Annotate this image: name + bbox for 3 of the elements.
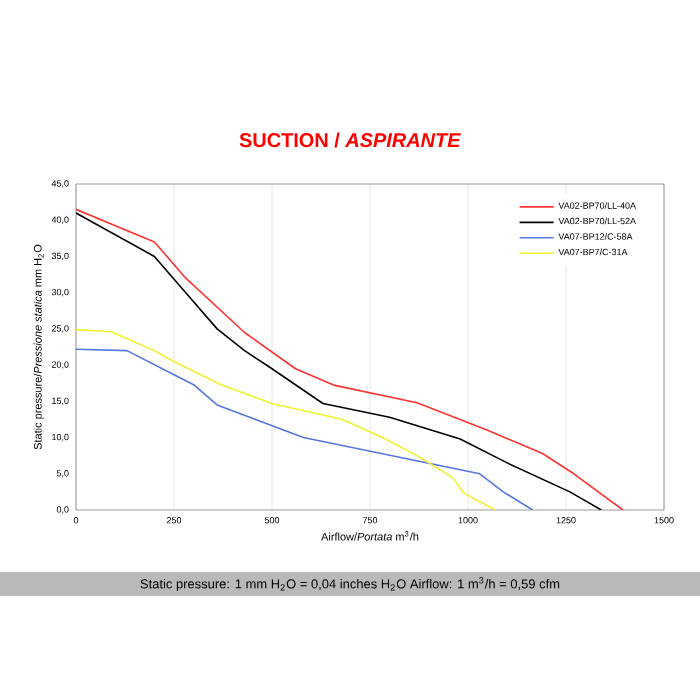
line-series (76, 328, 497, 510)
line-series (76, 348, 534, 510)
chart-title: SUCTION / ASPIRANTE (239, 132, 461, 148)
